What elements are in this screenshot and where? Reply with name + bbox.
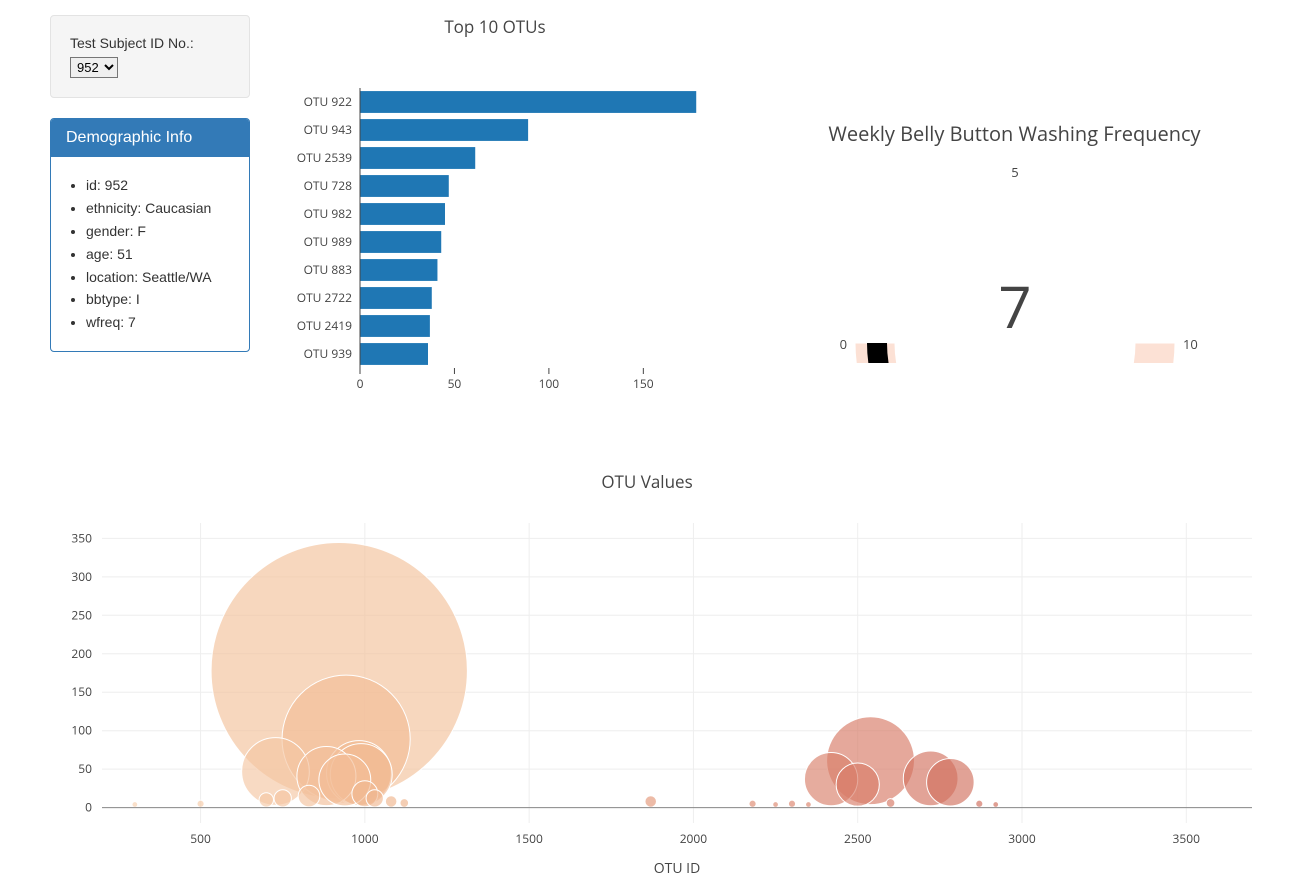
bubble-point[interactable] [976,800,983,807]
svg-text:150: 150 [633,375,654,392]
bubble-point[interactable] [806,802,812,808]
bubble-point[interactable] [385,796,397,808]
gauge-mid-label: 5 [1011,163,1018,181]
gauge-title: Weekly Belly Button Washing Frequency [750,120,1279,147]
bubble-ytick: 0 [85,799,92,816]
bubble-ytick: 200 [71,645,92,662]
bubble-chart[interactable]: OTU Values 500 1000 1500 2000 2500 3000 3500 0 5… [15,470,1279,883]
bubble-xtick: 2000 [680,830,708,847]
bubble-xtick: 3500 [1173,830,1201,847]
bubble-xtick: 3000 [1008,830,1036,847]
bar[interactable] [360,147,475,169]
bar[interactable] [360,91,696,113]
bubble-point[interactable] [400,799,409,808]
bubble-ytick: 50 [78,760,92,777]
subject-selector-dropdown[interactable]: 952 [70,57,118,78]
demographic-header: Demographic Info [51,119,249,157]
bubble-point[interactable] [645,796,657,808]
bubble-ytick: 250 [71,606,92,623]
bar[interactable] [360,175,449,197]
bubble-point[interactable] [132,802,138,808]
svg-text:0: 0 [357,375,364,392]
bubble-xtick: 500 [190,830,211,847]
top10-bar-chart[interactable]: Top 10 OTUs 0 50 100 150 OTU 922 OTU 943 OTU 2… [260,15,730,411]
gauge-bar [867,343,1102,363]
bar-category-label: OTU 989 [304,233,353,250]
bubble-point[interactable] [298,785,320,807]
bubble-point[interactable] [366,790,383,807]
svg-text:100: 100 [539,375,560,392]
demographic-item: location: Seattle/WA [86,268,234,287]
demographic-list: id: 952 ethnicity: Caucasian gender: F age:… [66,176,234,332]
bubble-point[interactable] [773,802,779,808]
bubble-ytick: 100 [71,722,92,739]
bubble-point[interactable] [886,799,895,808]
bar[interactable] [360,315,430,337]
bar[interactable] [360,259,437,281]
svg-text:50: 50 [448,375,462,392]
demographic-item: gender: F [86,222,234,241]
demographic-item: bbtype: I [86,290,234,309]
bar-category-label: OTU 2419 [297,317,352,334]
bar-category-label: OTU 2722 [297,289,352,306]
bubble-chart-title: OTU Values [15,470,1279,493]
bubble-xlabel: OTU ID [654,859,701,878]
bubble-xtick: 1000 [351,830,379,847]
gauge-value: 7 [998,266,1031,345]
bar[interactable] [360,287,432,309]
bar-category-label: OTU 883 [304,261,353,278]
subject-selector-panel: Test Subject ID No.: 952 [50,15,250,98]
bubble-ytick: 300 [71,568,92,585]
bar-category-label: OTU 728 [304,177,353,194]
bubble-point[interactable] [788,800,795,807]
bar[interactable] [360,343,428,365]
bubble-point[interactable] [836,763,879,806]
subject-selector-label: Test Subject ID No.: [70,35,230,51]
demographic-item: id: 952 [86,176,234,195]
bubble-xtick: 1500 [515,830,543,847]
bubble-xtick: 2500 [844,830,872,847]
bar-category-label: OTU 982 [304,205,353,222]
bar-category-label: OTU 2539 [297,149,352,166]
bubble-point[interactable] [259,793,273,807]
bar[interactable] [360,231,441,253]
bubble-point[interactable] [993,802,999,808]
demographic-panel: Demographic Info id: 952 ethnicity: Cauca… [50,118,250,352]
bubble-point[interactable] [197,800,204,807]
demographic-item: age: 51 [86,245,234,264]
gauge-segment [1129,343,1175,363]
bubble-point[interactable] [274,790,291,807]
bubble-ytick: 150 [71,683,92,700]
gauge-max-label: 10 [1183,335,1198,353]
gauge-chart[interactable]: Weekly Belly Button Washing Frequency 0 1… [750,15,1279,363]
bubble-point[interactable] [927,758,975,806]
bar-category-label: OTU 922 [304,93,353,110]
bubble-ytick: 350 [71,529,92,546]
gauge-min-label: 0 [839,335,846,353]
bar-category-label: OTU 943 [304,121,353,138]
demographic-item: ethnicity: Caucasian [86,199,234,218]
bar[interactable] [360,203,445,225]
demographic-item: wfreq: 7 [86,313,234,332]
bar-category-label: OTU 939 [304,345,353,362]
bar[interactable] [360,119,528,141]
bar-chart-title: Top 10 OTUs [260,15,730,38]
bubble-point[interactable] [749,800,756,807]
